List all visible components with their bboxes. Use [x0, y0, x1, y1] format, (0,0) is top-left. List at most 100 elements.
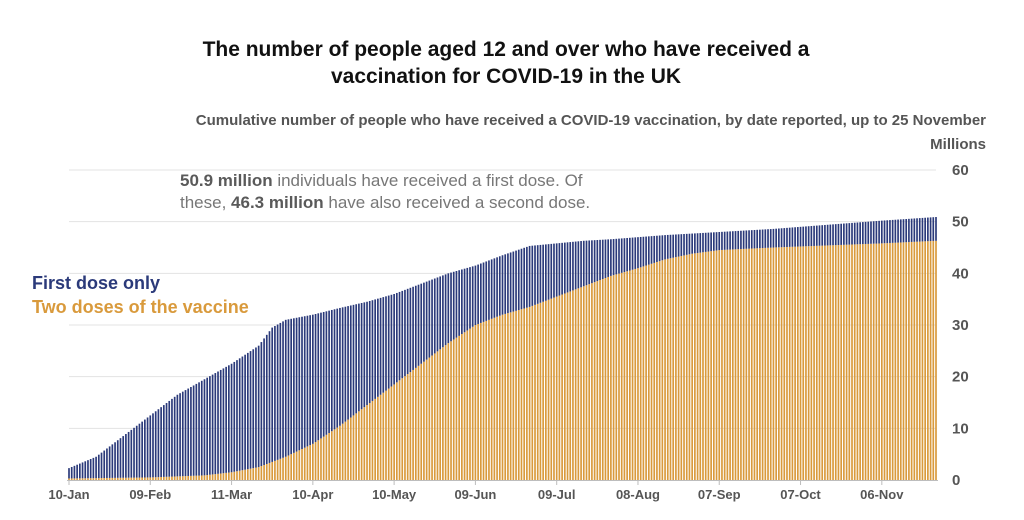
bar-first-dose-only	[889, 220, 891, 243]
bar-two-doses	[485, 320, 488, 480]
bar-first-dose-only	[127, 431, 130, 478]
bar-first-dose-only	[905, 219, 908, 243]
bar-two-doses	[398, 380, 401, 480]
bar-first-dose-only	[927, 217, 929, 242]
bar-two-doses	[694, 253, 696, 480]
bar-two-doses	[561, 294, 563, 480]
bar-first-dose-only	[271, 327, 274, 462]
bar-first-dose-only	[710, 232, 712, 252]
bar-two-doses	[488, 319, 490, 480]
bar-two-doses	[477, 323, 479, 480]
bar-two-doses	[748, 248, 750, 480]
bar-first-dose-only	[417, 284, 420, 366]
bar-two-doses	[271, 461, 274, 480]
bar-first-dose-only	[100, 452, 103, 479]
bar-first-dose-only	[138, 423, 141, 478]
bar-two-doses	[601, 279, 604, 480]
bar-two-doses	[796, 246, 799, 480]
bar-two-doses	[805, 246, 807, 480]
bar-first-dose-only	[209, 376, 211, 475]
bar-two-doses	[444, 345, 447, 480]
bar-first-dose-only	[284, 319, 287, 457]
bar-two-doses	[433, 353, 436, 480]
bar-first-dose-only	[796, 227, 799, 247]
bar-two-doses	[76, 478, 78, 480]
bar-first-dose-only	[347, 306, 349, 420]
bar-two-doses	[696, 252, 699, 480]
bar-two-doses	[591, 283, 593, 480]
bar-first-dose-only	[918, 218, 921, 242]
bar-two-doses	[634, 268, 637, 480]
bar-first-dose-only	[631, 237, 634, 270]
bar-first-dose-only	[672, 234, 675, 258]
bar-two-doses	[466, 330, 469, 480]
bar-first-dose-only	[902, 219, 905, 243]
bar-two-doses	[87, 478, 89, 480]
bar-first-dose-only	[119, 438, 122, 478]
bar-first-dose-only	[783, 228, 786, 248]
bar-two-doses	[138, 477, 141, 480]
bar-first-dose-only	[786, 227, 788, 247]
bar-two-doses	[92, 478, 95, 480]
bar-first-dose-only	[761, 229, 764, 249]
bar-two-doses	[908, 242, 910, 480]
bar-first-dose-only	[233, 361, 236, 472]
bar-first-dose-only	[680, 234, 683, 256]
bar-two-doses	[637, 268, 639, 480]
bar-first-dose-only	[837, 223, 840, 246]
bar-first-dose-only	[528, 245, 531, 307]
bar-first-dose-only	[295, 317, 298, 452]
bar-first-dose-only	[712, 232, 715, 251]
bar-first-dose-only	[298, 317, 301, 451]
bar-two-doses	[133, 477, 135, 480]
bar-two-doses	[406, 374, 409, 480]
annotation-text-1: individuals have received a first dose. …	[180, 171, 583, 212]
bar-first-dose-only	[455, 271, 458, 338]
bar-two-doses	[677, 256, 680, 480]
bar-two-doses	[306, 446, 309, 480]
bar-first-dose-only	[908, 218, 910, 243]
bar-first-dose-only	[89, 459, 92, 479]
bar-two-doses	[761, 248, 764, 480]
bar-first-dose-only	[561, 242, 563, 295]
bar-two-doses	[764, 247, 767, 480]
bar-two-doses	[442, 347, 444, 480]
bar-first-dose-only	[891, 219, 894, 243]
bar-first-dose-only	[753, 229, 756, 249]
bar-first-dose-only	[615, 238, 618, 275]
annotation-text-2: have also received a second dose.	[323, 193, 591, 212]
bar-two-doses	[710, 251, 712, 480]
bar-first-dose-only	[241, 356, 244, 471]
bar-first-dose-only	[265, 334, 268, 464]
bar-two-doses	[507, 313, 509, 480]
bar-two-doses	[899, 242, 902, 480]
bar-two-doses	[780, 247, 783, 480]
bar-two-doses	[122, 477, 125, 480]
bars	[68, 217, 937, 481]
bar-first-dose-only	[111, 444, 114, 478]
bar-two-doses	[688, 254, 691, 480]
bar-two-doses	[238, 470, 241, 480]
bar-two-doses	[731, 249, 734, 480]
bar-first-dose-only	[382, 297, 385, 393]
legend-first-dose: First dose only	[32, 273, 161, 293]
bar-two-doses	[496, 316, 498, 480]
bar-two-doses	[303, 447, 306, 480]
chart-title-line-2: vaccination for COVID-19 in the UK	[330, 65, 682, 88]
bar-two-doses	[385, 390, 387, 480]
bar-first-dose-only	[301, 316, 303, 449]
bar-two-doses	[712, 250, 715, 480]
bar-two-doses	[607, 276, 610, 480]
bar-first-dose-only	[737, 230, 740, 250]
bar-first-dose-only	[599, 239, 601, 281]
bar-first-dose-only	[314, 314, 317, 443]
bar-first-dose-only	[395, 292, 398, 383]
bar-two-doses	[734, 249, 737, 480]
bar-first-dose-only	[461, 269, 463, 335]
bar-first-dose-only	[924, 217, 926, 242]
bar-first-dose-only	[412, 286, 414, 370]
bar-two-doses	[658, 261, 661, 480]
chart-subtitle: Cumulative number of people who have rec…	[195, 112, 986, 129]
bar-first-dose-only	[371, 300, 374, 401]
x-tick-label: 09-Jul	[538, 487, 576, 502]
